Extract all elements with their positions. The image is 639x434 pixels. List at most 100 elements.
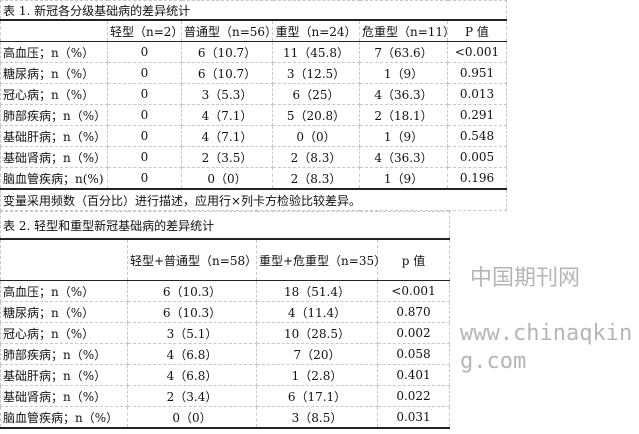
- column-header: 重型（n=24）: [272, 19, 360, 42]
- table-cell: 3（5.1）: [127, 322, 257, 344]
- table-cell: 4（6.8）: [127, 343, 257, 365]
- table-caption: 表 1. 新冠各分级基础病的差异统计: [0, 0, 507, 21]
- column-header: 轻型+普通型（n=58）: [127, 238, 257, 281]
- column-header: 重型+危重型（n=35）: [256, 238, 386, 281]
- column-header: [0, 19, 108, 42]
- row-label: 基础肝病；n（%）: [0, 125, 108, 147]
- table-caption: 表 2. 轻型和重型新冠基础病的差异统计: [0, 211, 451, 240]
- table-cell: 2（3.4）: [127, 385, 257, 407]
- row-label: 高血压；n（%）: [0, 280, 128, 302]
- table-cell: 0: [107, 41, 182, 63]
- table-cell: 0: [107, 146, 182, 168]
- table-cell: 0（0）: [127, 406, 257, 429]
- table-cell: <0.001: [447, 41, 507, 63]
- table-cell: 2（3.5）: [181, 146, 273, 168]
- table-row: 基础肾病；n（%） 0 2（3.5） 2（8.3） 4（36.3） 0.005: [0, 146, 507, 168]
- row-label: 脑血管疾病；n（%）: [0, 406, 128, 429]
- table-row: 高血压；n（%） 0 6（10.7） 11（45.8） 7（63.6） <0.001: [0, 41, 507, 63]
- table-cell: 0.002: [376, 322, 451, 344]
- table-cell: 0（0）: [272, 125, 360, 147]
- table-cell: 4（36.3）: [359, 83, 448, 105]
- table-cell: 7（63.6）: [359, 41, 448, 63]
- row-label: 糖尿病；n（%）: [0, 62, 108, 84]
- table-cell: 11（45.8）: [272, 41, 360, 63]
- row-label: 高血压；n（%）: [0, 41, 108, 63]
- column-header: p 值: [376, 238, 451, 281]
- table-cell: 3（12.5）: [272, 62, 360, 84]
- table-cell: <0.001: [376, 280, 451, 302]
- table-1: 表 1. 新冠各分级基础病的差异统计 轻型（n=2） 普通型（n=56） 重型（n=2…: [0, 0, 507, 211]
- row-label: 肺部疾病；n（%）: [0, 343, 128, 365]
- row-label: 糖尿病；n（%）: [0, 301, 128, 323]
- table-cell: 6（10.7）: [181, 41, 273, 63]
- row-label: 基础肾病；n（%）: [0, 146, 108, 168]
- table-row: 高血压；n（%） 6（10.3） 18（51.4） <0.001: [0, 280, 451, 302]
- table-cell: 0: [107, 104, 182, 126]
- table-row: 基础肝病；n（%） 4（6.8） 1（2.8） 0.401: [0, 364, 451, 386]
- table-row: 肺部疾病；n（%） 0 4（7.1） 5（20.8） 2（18.1） 0.291: [0, 104, 507, 126]
- table-cell: 4（6.8）: [127, 364, 257, 386]
- table-cell: 0.031: [376, 406, 451, 429]
- table-cell: 4（7.1）: [181, 125, 273, 147]
- table-cell: 0: [107, 167, 182, 190]
- table-cell: 3（8.5）: [256, 406, 378, 429]
- table-cell: 7（20）: [256, 343, 378, 365]
- column-header: 危重型（n=11）: [359, 19, 455, 42]
- table-cell: 0.548: [447, 125, 507, 147]
- table-cell: 3（5.3）: [181, 83, 273, 105]
- table-cell: 6（17.1）: [256, 385, 378, 407]
- table-cell: 0: [107, 125, 182, 147]
- table-cell: 0.058: [376, 343, 451, 365]
- table-row: 基础肾病；n（%） 2（3.4） 6（17.1） 0.022: [0, 385, 451, 407]
- column-header: 轻型（n=2）: [107, 19, 183, 42]
- watermark-cn: 中国期刊网: [470, 266, 581, 291]
- table-cell: 0.951: [447, 62, 507, 84]
- row-label: 冠心病；n（%）: [0, 322, 128, 344]
- table-cell: 0: [107, 62, 182, 84]
- table-row: 冠心病；n（%） 3（5.1） 10（28.5） 0.002: [0, 322, 451, 344]
- table-cell: 6（10.3）: [127, 280, 257, 302]
- table-cell: 0.022: [376, 385, 451, 407]
- table-row: 糖尿病；n（%） 6（10.3） 4（11.4） 0.870: [0, 301, 451, 323]
- table-cell: 1（9）: [359, 62, 448, 84]
- watermark-url: www.chinaqking.com: [460, 321, 633, 374]
- table-cell: 4（36.3）: [359, 146, 448, 168]
- table-cell: 5（20.8）: [272, 104, 360, 126]
- table-cell: 0: [107, 83, 182, 105]
- header-row: 轻型+普通型（n=58） 重型+危重型（n=35） p 值: [0, 238, 451, 281]
- table-cell: 2（18.1）: [359, 104, 448, 126]
- row-label: 基础肝病；n（%）: [0, 364, 128, 386]
- column-header: P 值: [447, 19, 507, 42]
- table-cell: 6（10.7）: [181, 62, 273, 84]
- table-cell: 0（0）: [181, 167, 273, 190]
- table-row: 脑血管疾病；n(%) 0 0（0） 2（8.3） 1（9） 0.196: [0, 167, 507, 190]
- table-cell: 10（28.5）: [256, 322, 378, 344]
- table-cell: 0.005: [447, 146, 507, 168]
- table-cell: 1（9）: [359, 167, 448, 190]
- table-cell: 0.196: [447, 167, 507, 190]
- column-header: 普通型（n=56）: [181, 19, 277, 42]
- table-cell: 6（10.3）: [127, 301, 257, 323]
- table-row: 基础肝病；n（%） 0 4（7.1） 0（0） 1（9） 0.548: [0, 125, 507, 147]
- table-cell: 2（8.3）: [272, 167, 360, 190]
- table-cell: 0.870: [376, 301, 451, 323]
- table-cell: 1（2.8）: [256, 364, 378, 386]
- table-2: 表 2. 轻型和重型新冠基础病的差异统计 轻型+普通型（n=58） 重型+危重型（n…: [0, 211, 451, 429]
- row-label: 冠心病；n（%）: [0, 83, 108, 105]
- row-label: 肺部疾病；n（%）: [0, 104, 108, 126]
- table-cell: 0.291: [447, 104, 507, 126]
- table-cell: 18（51.4）: [256, 280, 378, 302]
- table-cell: 4（11.4）: [256, 301, 378, 323]
- table-cell: 0.013: [447, 83, 507, 105]
- row-label: 脑血管疾病；n(%): [0, 167, 108, 190]
- table-row: 肺部疾病；n（%） 4（6.8） 7（20） 0.058: [0, 343, 451, 365]
- table-cell: 2（8.3）: [272, 146, 360, 168]
- table-cell: 0.401: [376, 364, 451, 386]
- table-cell: 1（9）: [359, 125, 448, 147]
- header-row: 轻型（n=2） 普通型（n=56） 重型（n=24） 危重型（n=11） P 值: [0, 19, 507, 42]
- table-cell: 4（7.1）: [181, 104, 273, 126]
- table-footnote: 变量采用频数（百分比）进行描述，应用行×列卡方检验比较差异。: [0, 188, 507, 211]
- row-label: 基础肾病；n（%）: [0, 385, 128, 407]
- column-header: [0, 238, 128, 281]
- table-cell: 6（25）: [272, 83, 360, 105]
